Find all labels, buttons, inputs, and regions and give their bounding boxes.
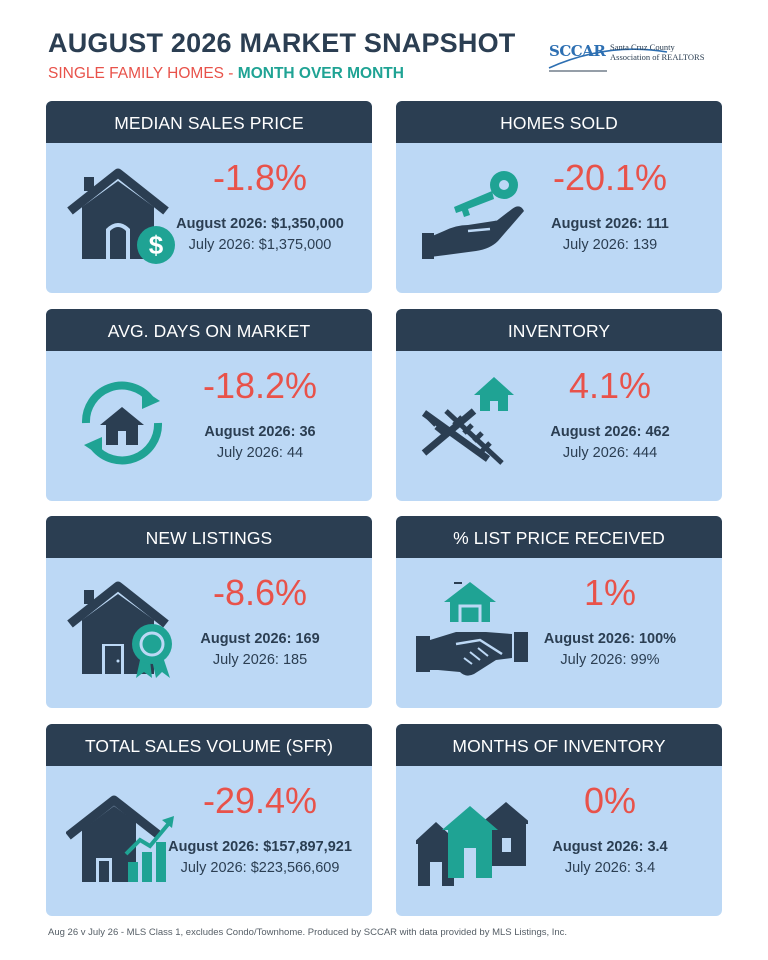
card-previous-value: July 2026: 3.4 [564,860,656,876]
card-current-value: August 2026: 100% [543,631,677,647]
handshake-house-icon [416,582,528,676]
card-previous-value: July 2026: 139 [562,237,658,253]
card-percent-change: -1.8% [212,157,308,198]
three-houses-icon [416,802,528,886]
card-avg-days-on-market: AVG. DAYS ON MARKET -18.2% August 2026: … [46,309,372,501]
logo-text: SCCAR [549,42,606,60]
card-homes-sold: HOMES SOLD -20.1% August 2026: 111 July … [396,101,722,293]
key-hand-icon [422,171,524,259]
card-previous-value: July 2026: 99% [560,652,660,668]
card-title: MONTHS OF INVENTORY [396,724,722,766]
card-title: TOTAL SALES VOLUME (SFR) [46,724,372,766]
page-title: AUGUST 2026 MARKET SNAPSHOT [48,28,516,58]
card-previous-value: July 2026: $223,566,609 [180,860,340,876]
house-chart-icon [66,795,174,882]
card-percent-change: -18.2% [202,365,318,406]
card-inventory: INVENTORY 4.1% August 2026: 462 July 202… [396,309,722,501]
card-percent-change: -8.6% [212,572,308,613]
card-title: % LIST PRICE RECEIVED [396,516,722,558]
card-title: AVG. DAYS ON MARKET [46,309,372,351]
card-months-of-inventory: MONTHS OF INVENTORY 0% August 2026: 3.4 … [396,724,722,916]
card-median-sales-price: MEDIAN SALES PRICE $ -1.8% August 2026: … [46,101,372,293]
logo-line1: Santa Cruz County [610,42,675,52]
house-hammer-icon [421,377,514,465]
house-dollar-icon: $ [67,168,175,264]
card-current-value: August 2026: 36 [204,424,316,440]
page-subtitle: SINGLE FAMILY HOMES - MONTH OVER MONTH [48,65,404,83]
card-total-sales-volume: TOTAL SALES VOLUME (SFR) -29.4% August 2… [46,724,372,916]
house-cycle-icon [81,381,163,465]
sccar-logo [548,48,668,72]
card-percent-change: 4.1% [568,365,652,406]
card-percent-change: -20.1% [552,157,668,198]
card-previous-value: July 2026: 44 [216,445,304,461]
logo-line2: Association of REALTORS [610,52,705,62]
card-current-value: August 2026: $1,350,000 [176,216,344,232]
house-badge-icon [67,581,172,678]
card-percent-change: -29.4% [202,780,318,821]
card-title: HOMES SOLD [396,101,722,143]
card-percent-change: 1% [583,572,637,613]
card-percent-change: 0% [583,780,637,821]
card-current-value: August 2026: $157,897,921 [168,839,352,855]
card-title: MEDIAN SALES PRICE [46,101,372,143]
subtitle-period: MONTH OVER MONTH [237,65,404,82]
card-new-listings: NEW LISTINGS -8.6% August 2026: 169 July… [46,516,372,708]
card-title: INVENTORY [396,309,722,351]
logo-subtitle: Santa Cruz County Association of REALTOR… [610,42,720,62]
subtitle-type: SINGLE FAMILY HOMES - [48,65,238,82]
card-current-value: August 2026: 111 [551,216,669,232]
card-current-value: August 2026: 3.4 [552,839,668,855]
card-previous-value: July 2026: 444 [562,445,658,461]
svg-text:$: $ [149,230,164,260]
card-list-price-received: % LIST PRICE RECEIVED 1% August 2026: 10… [396,516,722,708]
card-previous-value: July 2026: 185 [212,652,308,668]
card-previous-value: July 2026: $1,375,000 [188,237,332,253]
card-title: NEW LISTINGS [46,516,372,558]
footer-note: Aug 26 v July 26 - MLS Class 1, excludes… [48,927,568,938]
card-current-value: August 2026: 462 [550,424,670,440]
card-current-value: August 2026: 169 [200,631,320,647]
